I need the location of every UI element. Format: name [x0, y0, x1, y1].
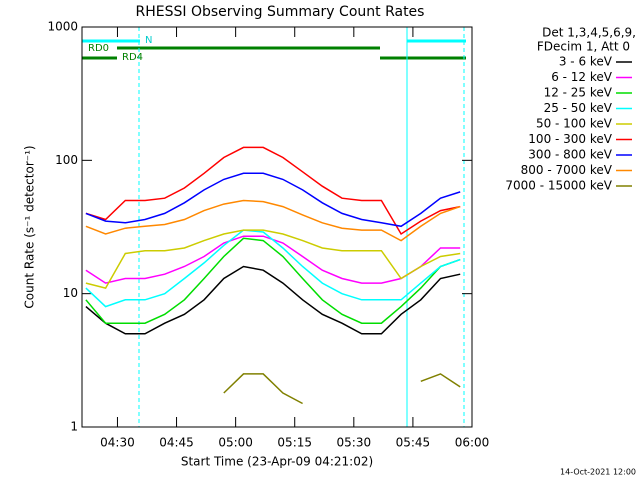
footer: 14-Oct-2021 12:00: [560, 468, 636, 477]
plot-frame: [81, 26, 473, 428]
series-line: [85, 265, 461, 335]
series-line: [85, 172, 461, 228]
y-tick-label: 10: [63, 286, 78, 300]
legend-label: 800 - 7000 keV: [521, 163, 613, 177]
series-line: [85, 146, 461, 236]
x-tick-label: 05:00: [218, 436, 253, 450]
series-line: [85, 229, 461, 308]
chart-title: RHESSI Observing Summary Count Rates: [136, 4, 425, 20]
legend-label: 25 - 50 keV: [544, 101, 613, 115]
series-line: [85, 199, 461, 242]
legend-label: 50 - 100 keV: [536, 117, 613, 131]
legend-label: 12 - 25 keV: [544, 86, 613, 100]
annotation: N: [145, 35, 152, 46]
x-tick-label: 04:45: [159, 436, 194, 450]
legend-label: 300 - 800 keV: [528, 148, 612, 162]
y-tick-label: 100: [55, 153, 78, 167]
x-tick-label: 05:30: [337, 436, 372, 450]
legend-header: FDecim 1, Att 0: [537, 40, 630, 54]
x-tick-label: 04:30: [100, 436, 135, 450]
series-line: [223, 373, 461, 405]
legend-header: Det 1,3,4,5,6,9,: [542, 26, 636, 40]
annotation: RD0: [88, 43, 109, 54]
legend-label: 3 - 6 keV: [559, 55, 613, 69]
x-axis-label: Start Time (23-Apr-09 04:21:02): [181, 455, 373, 469]
x-tick-label: 06:00: [455, 436, 490, 450]
legend-label: 7000 - 15000 keV: [505, 179, 612, 193]
x-tick-label: 05:45: [396, 436, 431, 450]
legend-label: 6 - 12 keV: [551, 70, 613, 84]
y-tick-label: 1: [70, 420, 78, 434]
x-tick-label: 05:15: [277, 436, 312, 450]
annotation: RD4: [122, 52, 143, 63]
legend-label: 100 - 300 keV: [528, 132, 612, 146]
series-line: [85, 229, 461, 289]
series-line: [85, 237, 461, 324]
y-tick-label: 1000: [47, 20, 78, 34]
y-axis-label: Count Rate (s⁻¹ detector⁻¹): [23, 145, 37, 308]
